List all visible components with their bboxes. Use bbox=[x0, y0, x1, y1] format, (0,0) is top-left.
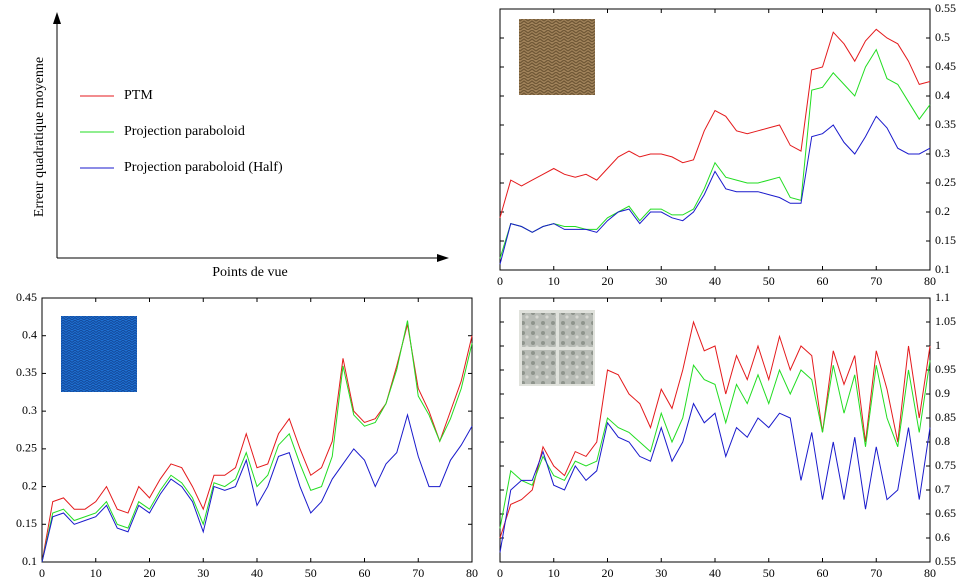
x-tick-label: 30 bbox=[197, 566, 209, 580]
series-line bbox=[41, 413, 473, 563]
y-tick-label: 1 bbox=[935, 338, 941, 352]
y-tick-label: 0.7 bbox=[935, 482, 950, 496]
legend-label: Projection paraboloid (Half) bbox=[124, 160, 283, 175]
x-tick-label: 60 bbox=[817, 274, 829, 288]
x-axis-label: Points de vue bbox=[212, 265, 287, 280]
x-tick-label: 60 bbox=[817, 566, 829, 580]
texture-inset bbox=[61, 316, 137, 392]
y-tick-label: 0.4 bbox=[22, 327, 37, 341]
y-tick-label: 0.55 bbox=[935, 554, 956, 568]
series-line bbox=[499, 320, 931, 539]
legend-label: Projection paraboloid bbox=[124, 124, 245, 139]
series-line bbox=[499, 48, 931, 259]
x-tick-label: 10 bbox=[548, 566, 560, 580]
x-tick-label: 70 bbox=[870, 566, 882, 580]
x-tick-label: 10 bbox=[548, 274, 560, 288]
x-tick-label: 80 bbox=[924, 274, 936, 288]
legend-panel: Erreur quadratique moyenne Points de vue… bbox=[32, 12, 449, 280]
y-tick-label: 0.65 bbox=[935, 506, 956, 520]
series-line bbox=[499, 28, 931, 218]
x-tick-label: 70 bbox=[870, 274, 882, 288]
x-tick-label: 0 bbox=[39, 566, 45, 580]
series-line bbox=[499, 360, 931, 529]
y-axis-label: Erreur quadratique moyenne bbox=[32, 57, 47, 217]
y-tick-label: 0.95 bbox=[935, 362, 956, 376]
legend: PTM Projection paraboloid Projection parab… bbox=[80, 88, 283, 175]
legend-label: PTM bbox=[124, 88, 153, 103]
y-tick-label: 0.25 bbox=[935, 175, 956, 189]
x-tick-label: 50 bbox=[763, 274, 775, 288]
y-tick-label: 0.1 bbox=[935, 262, 950, 276]
y-tick-label: 0.15 bbox=[16, 516, 37, 530]
y-tick-label: 0.35 bbox=[935, 117, 956, 131]
y-tick-label: 0.85 bbox=[935, 410, 956, 424]
y-tick-label: 1.1 bbox=[935, 290, 950, 304]
x-tick-label: 10 bbox=[90, 566, 102, 580]
x-tick-label: 20 bbox=[602, 566, 614, 580]
y-tick-label: 0.2 bbox=[935, 204, 950, 218]
arrow-head bbox=[437, 254, 449, 262]
x-tick-label: 40 bbox=[251, 566, 263, 580]
texture-inset bbox=[519, 310, 595, 386]
y-tick-label: 0.9 bbox=[935, 386, 950, 400]
series-line bbox=[499, 402, 931, 553]
y-tick-label: 0.25 bbox=[16, 441, 37, 455]
y-tick-label: 1.05 bbox=[935, 314, 956, 328]
y-tick-label: 0.55 bbox=[935, 1, 956, 15]
x-tick-label: 40 bbox=[709, 274, 721, 288]
y-tick-label: 0.3 bbox=[935, 146, 950, 160]
x-tick-label: 70 bbox=[412, 566, 424, 580]
y-tick-label: 0.35 bbox=[16, 365, 37, 379]
x-tick-label: 20 bbox=[144, 566, 156, 580]
x-tick-label: 50 bbox=[305, 566, 317, 580]
x-tick-label: 50 bbox=[763, 566, 775, 580]
series-line bbox=[41, 320, 473, 563]
x-tick-label: 0 bbox=[497, 566, 503, 580]
x-tick-label: 20 bbox=[602, 274, 614, 288]
y-tick-label: 0.4 bbox=[935, 88, 950, 102]
y-tick-label: 0.5 bbox=[935, 30, 950, 44]
texture-inset bbox=[519, 19, 595, 95]
y-tick-label: 0.45 bbox=[16, 290, 37, 304]
y-tick-label: 0.2 bbox=[22, 478, 37, 492]
y-tick-label: 0.45 bbox=[935, 59, 956, 73]
x-tick-label: 30 bbox=[655, 274, 667, 288]
y-tick-label: 0.1 bbox=[22, 554, 37, 568]
x-tick-label: 80 bbox=[466, 566, 478, 580]
y-tick-label: 0.8 bbox=[935, 434, 950, 448]
arrow-head bbox=[53, 12, 61, 24]
series-line bbox=[499, 115, 931, 265]
y-tick-label: 0.3 bbox=[22, 403, 37, 417]
y-tick-label: 0.6 bbox=[935, 530, 950, 544]
y-tick-label: 0.15 bbox=[935, 233, 956, 247]
x-tick-label: 30 bbox=[655, 566, 667, 580]
y-tick-label: 0.75 bbox=[935, 458, 956, 472]
x-tick-label: 0 bbox=[497, 274, 503, 288]
x-tick-label: 80 bbox=[924, 566, 936, 580]
x-tick-label: 60 bbox=[359, 566, 371, 580]
x-tick-label: 40 bbox=[709, 566, 721, 580]
